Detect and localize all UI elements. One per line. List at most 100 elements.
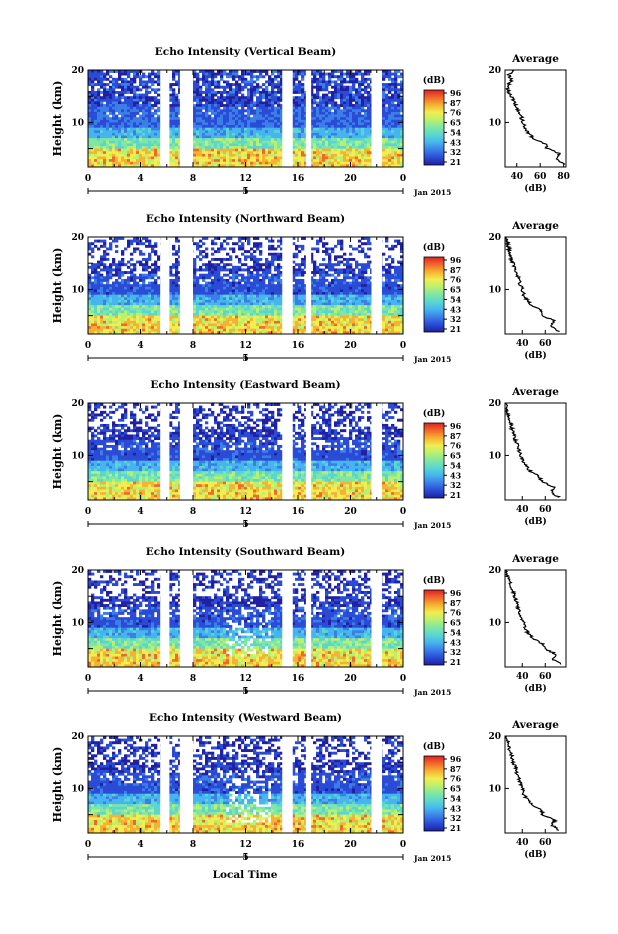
echo-cell <box>139 305 142 308</box>
echo-cell <box>328 96 331 99</box>
echo-cell <box>232 146 235 149</box>
echo-cell <box>238 101 241 104</box>
echo-cell <box>196 136 199 139</box>
echo-cell <box>358 125 361 128</box>
echo-cell <box>334 159 337 162</box>
echo-cell <box>223 268 226 271</box>
echo-cell <box>253 91 256 94</box>
echo-cell <box>205 101 208 104</box>
echo-cell <box>349 94 352 97</box>
echo-cell <box>346 99 349 102</box>
echo-cell <box>103 316 106 319</box>
echo-cell <box>265 96 268 99</box>
echo-cell <box>388 143 391 146</box>
echo-cell <box>151 138 154 141</box>
echo-cell <box>223 112 226 115</box>
echo-cell <box>388 157 391 160</box>
echo-cell <box>133 120 136 123</box>
echo-cell <box>142 162 145 165</box>
data-gap <box>282 70 293 167</box>
echo-cell <box>148 151 151 154</box>
echo-cell <box>199 303 202 306</box>
echo-cell <box>211 310 214 313</box>
echo-cell <box>361 80 364 83</box>
echo-cell <box>94 125 97 128</box>
echo-cell <box>136 112 139 115</box>
echo-cell <box>229 130 232 133</box>
echo-cell <box>97 149 100 152</box>
echo-cell <box>385 115 388 118</box>
echo-cell <box>313 120 316 123</box>
echo-cell <box>127 75 130 78</box>
echo-cell <box>343 149 346 152</box>
echo-cell <box>169 321 172 324</box>
echo-cell <box>340 115 343 118</box>
profile-y-tick-label: 20 <box>488 66 501 76</box>
echo-cell <box>265 91 268 94</box>
echo-cell <box>172 313 175 316</box>
echo-cell <box>253 117 256 120</box>
echo-cell <box>94 287 97 290</box>
echo-cell <box>256 128 259 131</box>
echo-cell <box>172 253 175 256</box>
echo-cell <box>94 78 97 81</box>
echo-cell <box>172 162 175 165</box>
echo-cell <box>343 146 346 149</box>
echo-cell <box>94 268 97 271</box>
echo-cell <box>130 289 133 292</box>
echo-cell <box>277 107 280 110</box>
echo-cell <box>343 117 346 120</box>
echo-cell <box>142 318 145 321</box>
echo-cell <box>100 143 103 146</box>
echo-cell <box>394 88 397 91</box>
echo-cell <box>112 300 115 303</box>
echo-cell <box>358 149 361 152</box>
echo-cell <box>214 266 217 269</box>
echo-cell <box>364 154 367 157</box>
echo-cell <box>196 101 199 104</box>
echo-cell <box>220 289 223 292</box>
echo-cell <box>262 109 265 112</box>
echo-cell <box>331 128 334 131</box>
echo-cell <box>109 308 112 311</box>
echo-cell <box>130 99 133 102</box>
echo-cell <box>115 149 118 152</box>
echo-cell <box>91 162 94 165</box>
echo-cell <box>328 159 331 162</box>
echo-cell <box>127 91 130 94</box>
echo-cell <box>253 125 256 128</box>
echo-cell <box>358 133 361 136</box>
echo-cell <box>199 300 202 303</box>
echo-cell <box>127 88 130 91</box>
echo-cell <box>274 154 277 157</box>
echo-cell <box>118 274 121 277</box>
echo-cell <box>217 122 220 125</box>
echo-cell <box>301 120 304 123</box>
echo-cell <box>139 122 142 125</box>
echo-cell <box>121 107 124 110</box>
echo-cell <box>94 245 97 248</box>
echo-cell <box>334 86 337 89</box>
echo-cell <box>106 287 109 290</box>
echo-cell <box>202 141 205 144</box>
echo-cell <box>265 86 268 89</box>
echo-cell <box>133 94 136 97</box>
echo-cell <box>103 295 106 298</box>
echo-cell <box>175 154 178 157</box>
echo-cell <box>352 75 355 78</box>
echo-cell <box>295 88 298 91</box>
echo-cell <box>136 305 139 308</box>
echo-cell <box>124 300 127 303</box>
echo-cell <box>202 136 205 139</box>
echo-cell <box>220 104 223 107</box>
echo-cell <box>394 133 397 136</box>
echo-cell <box>103 104 106 107</box>
echo-cell <box>154 321 157 324</box>
echo-cell <box>259 117 262 120</box>
echo-cell <box>262 133 265 136</box>
echo-cell <box>319 99 322 102</box>
echo-cell <box>196 313 199 316</box>
echo-cell <box>235 125 238 128</box>
echo-cell <box>103 157 106 160</box>
echo-cell <box>112 86 115 89</box>
